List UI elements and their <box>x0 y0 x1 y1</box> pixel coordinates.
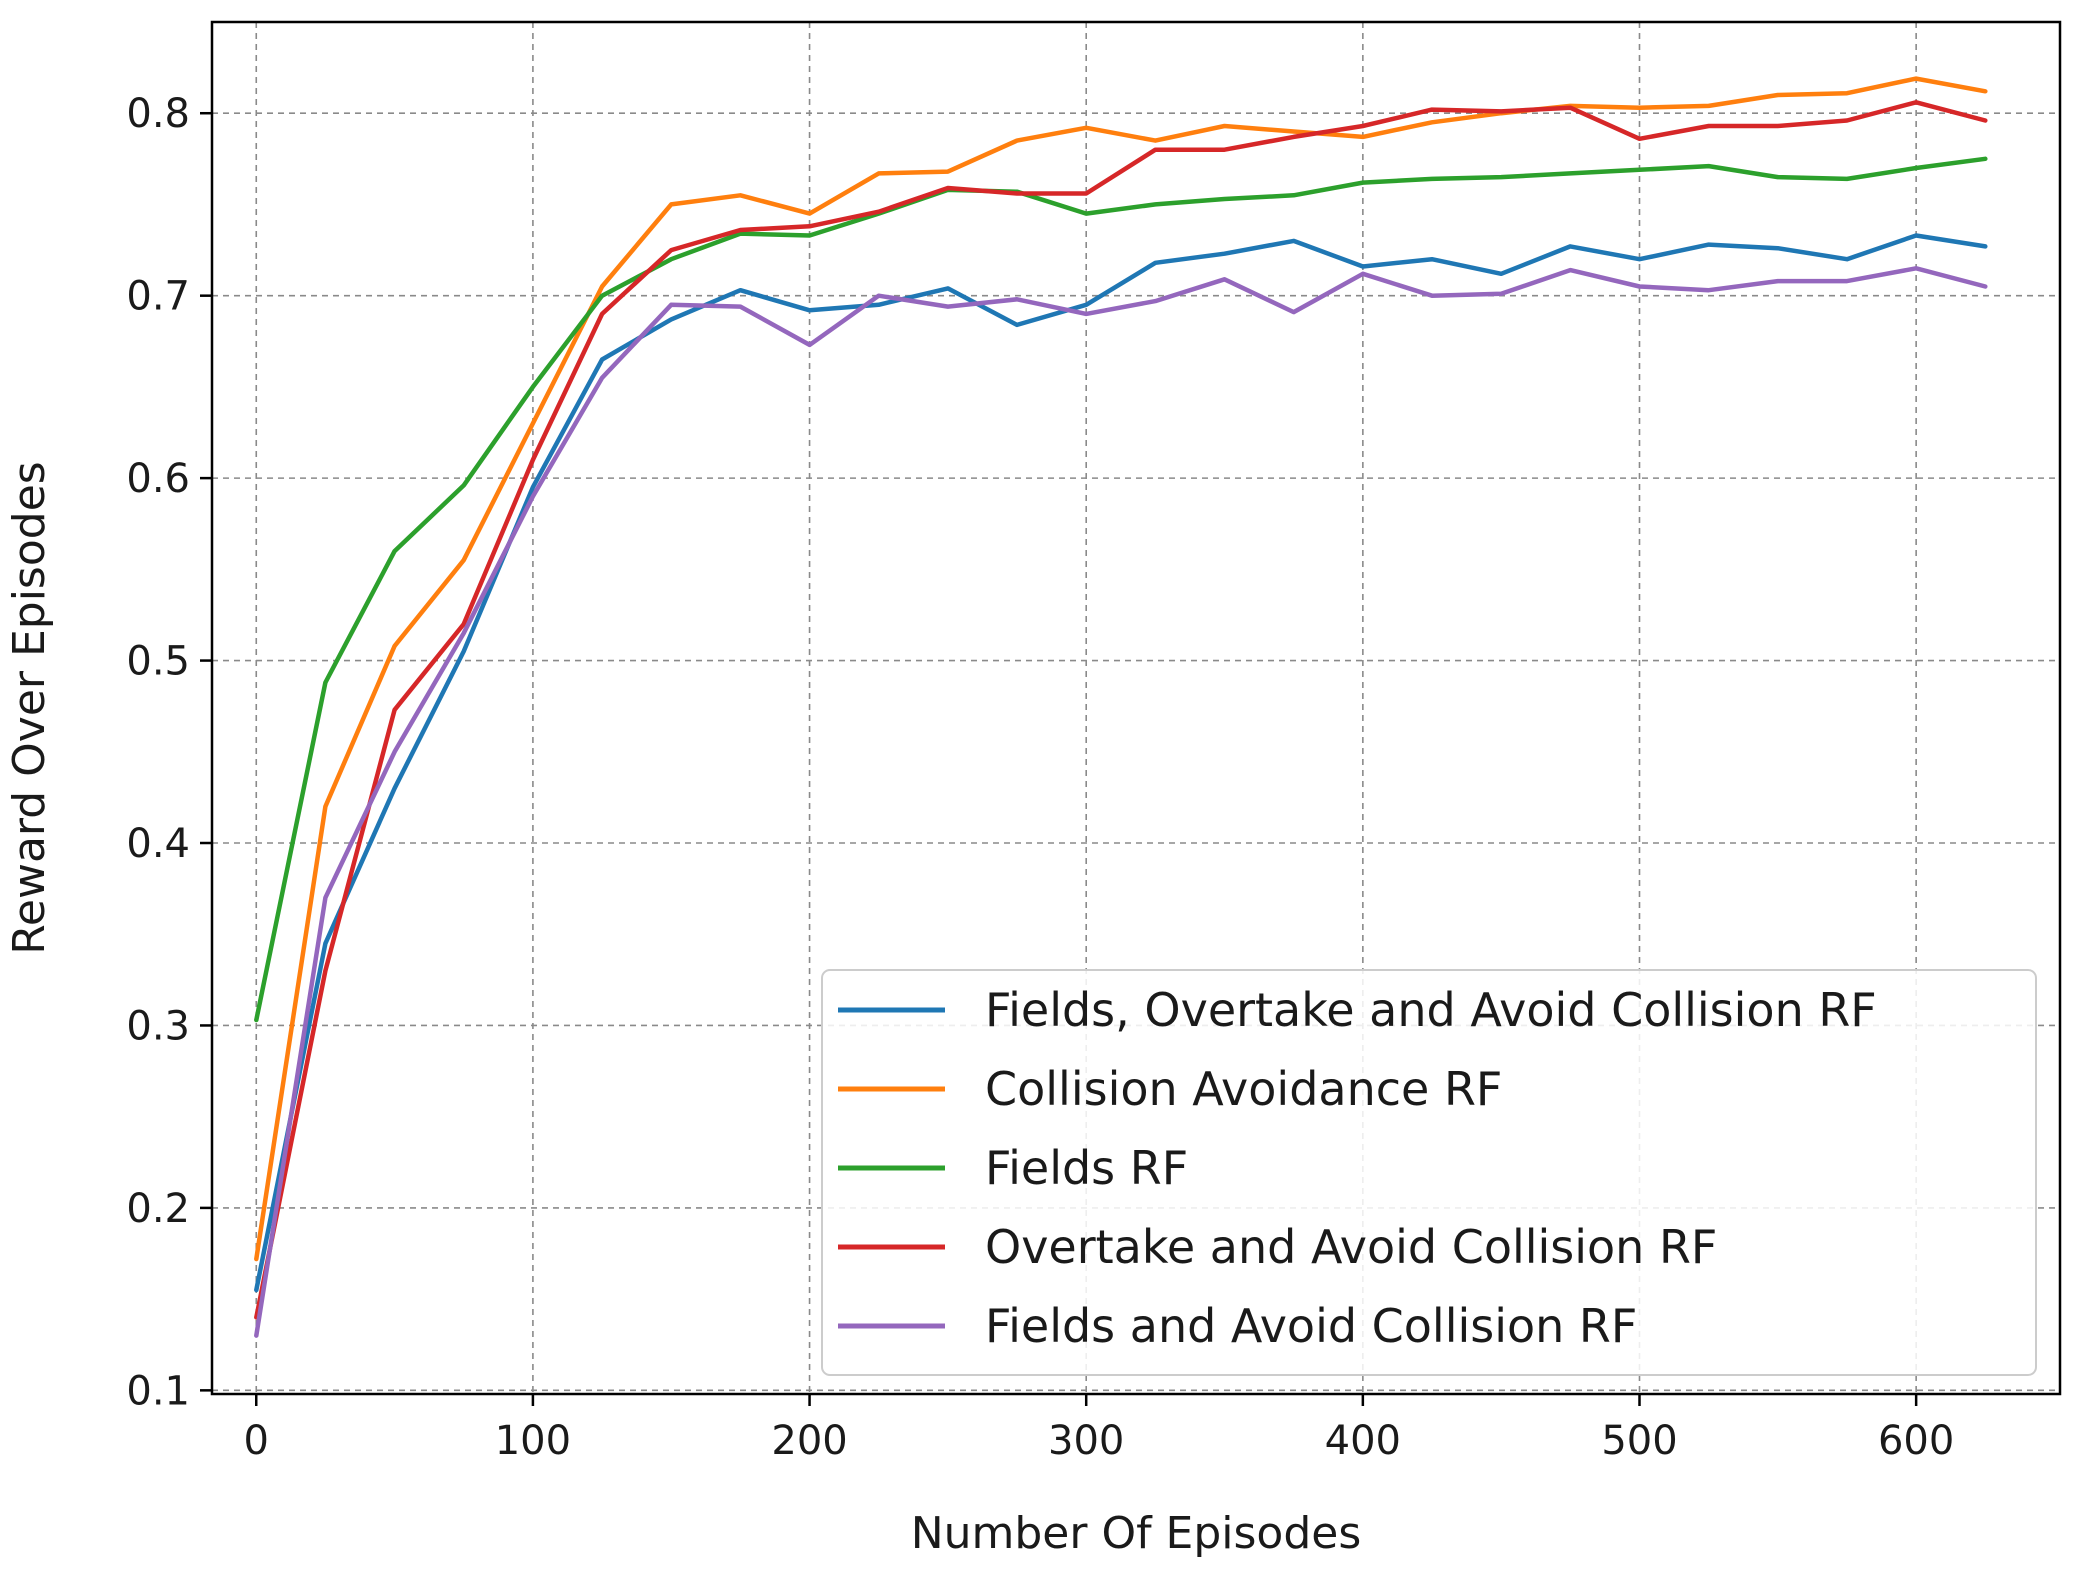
x-tick-label: 0 <box>244 1418 269 1464</box>
x-tick-label: 300 <box>1048 1418 1124 1464</box>
x-tick-label: 100 <box>495 1418 571 1464</box>
legend-label-5: Fields and Avoid Collision RF <box>985 1299 1637 1353</box>
series-line-1 <box>254 233 1988 1293</box>
x-axis-label: Number Of Episodes <box>911 1508 1362 1559</box>
y-tick-label: 0.4 <box>126 821 190 867</box>
legend-entries: Fields, Overtake and Avoid Collision RF C… <box>838 983 1877 1353</box>
axis-ticks: 0 100 200 300 400 500 600 0.1 0.2 0.3 0.4 0.5 0.6 0.7… <box>126 91 1954 1464</box>
legend-label-1: Fields, Overtake and Avoid Collision RF <box>985 983 1877 1037</box>
y-tick-label: 0.6 <box>126 456 190 502</box>
series-line-4 <box>254 100 1988 1320</box>
plot-area-frame <box>210 20 2062 1396</box>
series-line-3 <box>254 156 1988 1023</box>
series-line-2 <box>254 76 1988 1262</box>
y-tick-label: 0.8 <box>126 91 190 137</box>
legend: Fields, Overtake and Avoid Collision RF C… <box>821 969 2037 1376</box>
legend-label-2: Collision Avoidance RF <box>985 1062 1502 1116</box>
legend-box <box>821 969 2037 1376</box>
y-tick-label: 0.2 <box>126 1186 190 1232</box>
x-tick-label: 400 <box>1325 1418 1401 1464</box>
y-tick-label: 0.7 <box>126 274 190 320</box>
x-tick-label: 200 <box>771 1418 847 1464</box>
x-tick-label: 600 <box>1878 1418 1954 1464</box>
legend-label-3: Fields RF <box>985 1141 1188 1195</box>
y-axis-label: Reward Over Episodes <box>4 461 55 954</box>
series-line-5 <box>254 266 1988 1338</box>
legend-label-4: Overtake and Avoid Collision RF <box>985 1220 1717 1274</box>
x-tick-label: 500 <box>1601 1418 1677 1464</box>
y-tick-label: 0.1 <box>126 1368 190 1414</box>
series-lines <box>254 76 1988 1338</box>
y-tick-label: 0.3 <box>126 1003 190 1049</box>
y-tick-label: 0.5 <box>126 639 190 685</box>
